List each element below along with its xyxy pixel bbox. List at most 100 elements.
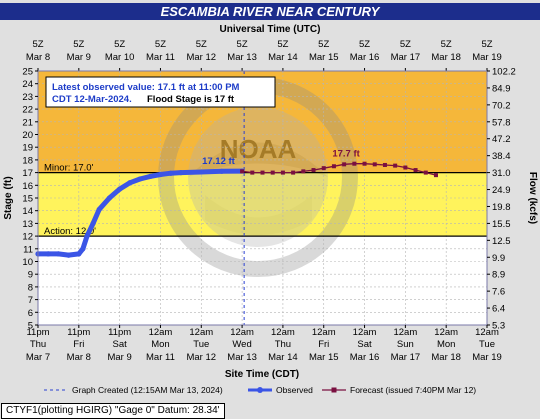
top-tick-date: Mar 11 (146, 52, 175, 63)
bottom-tick-day: Sat (357, 339, 372, 350)
right-tick-label: 9.9 (492, 253, 505, 264)
bottom-tick-time: 12am (434, 327, 458, 338)
observed-point (90, 220, 96, 226)
top-tick-hour: 5Z (196, 39, 207, 50)
left-tick-label: 21 (22, 117, 33, 128)
right-tick-label: 70.2 (492, 100, 511, 111)
right-tick-label: 38.4 (492, 151, 511, 162)
forecast-point (311, 168, 316, 173)
forecast-point (433, 173, 438, 178)
top-tick-hour: 5Z (114, 39, 125, 50)
left-tick-label: 7 (28, 295, 33, 306)
top-tick-date: Mar 16 (350, 52, 380, 63)
top-tick-hour: 5Z (277, 39, 288, 50)
bottom-tick-date: Mar 15 (309, 352, 339, 363)
forecast-point (331, 164, 336, 169)
left-tick-label: 19 (22, 143, 33, 154)
bottom-tick-day: Tue (193, 339, 209, 350)
forecast-point (382, 162, 387, 167)
observed-point (45, 251, 51, 257)
left-tick-label: 14 (22, 206, 33, 217)
right-tick-label: 5.3 (492, 321, 505, 332)
svg-text:NOAA: NOAA (220, 134, 297, 164)
gage-datum-info: CTYF1(plotting HGIRG) "Gage 0" Datum: 28… (1, 403, 225, 419)
bottom-tick-date: Mar 12 (186, 352, 216, 363)
forecast-point (403, 165, 408, 170)
bottom-tick-day: Thu (275, 339, 291, 350)
observed-point (178, 170, 184, 176)
bottom-tick-time: 12am (271, 327, 295, 338)
top-tick-date: Mar 14 (268, 52, 298, 63)
left-tick-label: 5 (28, 321, 33, 332)
bottom-tick-date: Mar 19 (472, 352, 502, 363)
bottom-tick-day: Mon (151, 339, 169, 350)
observed-point (117, 186, 123, 192)
observed-point (147, 173, 153, 180)
right-tick-label: 47.2 (492, 134, 511, 145)
top-axis-ticks: 5Z Mar 8 5Z Mar 9 5Z Mar 10 5Z Mar 11 5Z Mar 12 5Z… (26, 39, 502, 71)
left-tick-label: 23 (22, 92, 33, 103)
forecast-point (250, 170, 255, 175)
observed-point (137, 176, 143, 182)
right-tick-label: 8.9 (492, 270, 505, 281)
observed-point (55, 251, 62, 257)
bottom-tick-day: Sat (113, 339, 128, 350)
top-tick-hour: 5Z (237, 39, 248, 50)
legend-observed-label: Observed (276, 385, 313, 395)
top-tick-hour: 5Z (32, 39, 43, 50)
minor-zone (38, 172, 487, 237)
right-axis-ticks: 102.2 84.9 70.2 57.8 47.2 38.4 31.0 24.9 19.8 15.… (487, 67, 516, 332)
right-tick-label: 6.4 (492, 304, 505, 315)
left-tick-label: 11 (23, 244, 33, 255)
forecast-point (260, 170, 265, 175)
left-tick-label: 18 (22, 155, 33, 166)
top-tick-hour: 5Z (318, 39, 329, 50)
top-axis-label: Universal Time (UTC) (220, 24, 321, 35)
bottom-tick-time: 12am (475, 327, 499, 338)
latest-value-annotation: Latest observed value: 17.1 ft at 11:00 … (45, 76, 276, 108)
bottom-tick-day: Sun (397, 339, 414, 350)
observed-point (76, 251, 82, 257)
forecast-point (280, 170, 285, 175)
observed-peak-label: 17.12 ft (202, 156, 236, 167)
bottom-tick-time: 11pm (26, 327, 49, 338)
top-tick-date: Mar 8 (26, 52, 50, 63)
top-tick-date: Mar 17 (391, 52, 421, 63)
bottom-tick-date: Mar 7 (26, 352, 50, 363)
top-tick-hour: 5Z (400, 39, 411, 50)
forecast-point (352, 161, 357, 166)
observed-point (84, 233, 90, 239)
forecast-point (270, 170, 275, 175)
right-tick-label: 31.0 (492, 168, 511, 179)
observed-point (106, 195, 113, 201)
observed-point (157, 171, 164, 178)
legend: Graph Created (12:15AM Mar 13, 2024) Obs… (44, 385, 476, 395)
bottom-tick-date: Mar 17 (391, 352, 421, 363)
bottom-tick-time: 11pm (108, 327, 131, 338)
forecast-point (321, 166, 326, 171)
left-tick-label: 24 (22, 79, 33, 90)
bottom-tick-time: 12am (230, 327, 254, 338)
annotation-line-1: Latest observed value: 17.1 ft at 11:00 … (52, 82, 240, 93)
right-tick-label: 15.5 (492, 219, 511, 230)
top-tick-hour: 5Z (73, 39, 84, 50)
noaa-logo-watermark: NOAA (158, 77, 358, 277)
top-tick-date: Mar 12 (186, 52, 216, 63)
bottom-tick-day: Mon (437, 339, 455, 350)
top-tick-date: Mar 15 (309, 52, 339, 63)
annotation-line-2a: CDT 12-Mar-2024. (52, 94, 132, 105)
right-tick-label: 102.2 (492, 67, 516, 78)
bottom-tick-date: Mar 16 (350, 352, 380, 363)
forecast-point (291, 170, 296, 175)
top-tick-date: Mar 10 (105, 52, 135, 63)
observed-point (80, 246, 86, 252)
bottom-tick-day: Thu (30, 339, 46, 350)
title-bar (0, 3, 540, 20)
forecast-point (393, 163, 398, 168)
observed-point (96, 206, 102, 213)
forecast-point (240, 169, 245, 174)
legend-observed-marker (257, 387, 263, 393)
left-tick-label: 16 (22, 181, 33, 192)
